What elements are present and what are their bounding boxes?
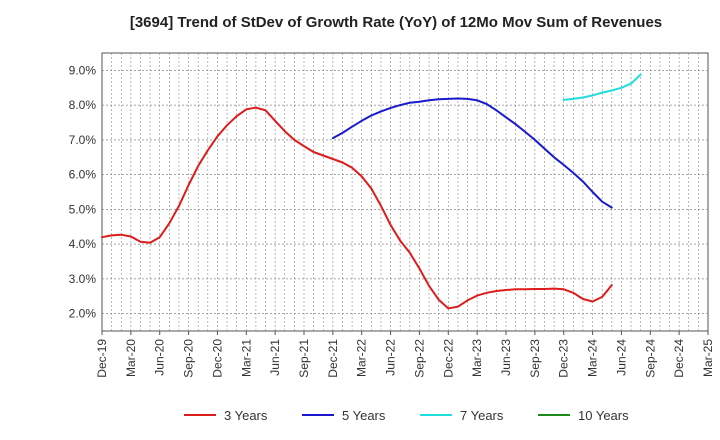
y-tick-label: 5.0% xyxy=(69,202,97,216)
chart-title: [3694] Trend of StDev of Growth Rate (Yo… xyxy=(130,14,662,31)
x-tick-label: Mar-23 xyxy=(470,339,484,377)
y-tick-label: 3.0% xyxy=(69,272,97,286)
x-tick-label: Sep-23 xyxy=(528,339,542,378)
x-tick-label: Sep-21 xyxy=(297,339,311,378)
series-line-7-years xyxy=(562,73,642,101)
series-line-3-years xyxy=(101,106,613,310)
y-tick-label: 2.0% xyxy=(69,307,97,321)
x-tick-label: Jun-23 xyxy=(499,339,513,376)
x-tick-label: Jun-20 xyxy=(153,339,167,376)
x-tick-label: Sep-22 xyxy=(412,339,426,378)
x-tick-label: Sep-24 xyxy=(643,339,657,378)
y-axis-ticks: 2.0% 3.0% 4.0% 5.0% 6.0% 7.0% 8.0% 9.0% xyxy=(69,63,97,320)
y-tick-label: 9.0% xyxy=(69,63,97,77)
x-tick-label: Jun-24 xyxy=(614,339,628,376)
grid-lines xyxy=(102,53,708,331)
x-tick-label: Dec-24 xyxy=(672,339,686,378)
x-tick-label: Dec-23 xyxy=(557,339,571,378)
y-tick-label: 8.0% xyxy=(69,98,97,112)
x-tick-label: Sep-20 xyxy=(182,339,196,378)
x-tick-label: Dec-22 xyxy=(441,339,455,378)
x-tick-label: Mar-24 xyxy=(586,339,600,377)
series-lines xyxy=(101,73,642,310)
legend: 3 Years 5 Years 7 Years 10 Years xyxy=(184,408,629,423)
x-tick-label: Mar-25 xyxy=(701,339,715,377)
plot-area xyxy=(101,52,709,332)
legend-label: 5 Years xyxy=(342,408,386,423)
series-line-5-years xyxy=(331,97,613,209)
legend-label: 3 Years xyxy=(224,408,268,423)
x-tick-label: Jun-22 xyxy=(384,339,398,376)
x-tick-label: Mar-22 xyxy=(355,339,369,377)
legend-label: 7 Years xyxy=(460,408,504,423)
y-tick-label: 6.0% xyxy=(69,168,97,182)
y-tick-label: 7.0% xyxy=(69,133,97,147)
x-tick-label: Jun-21 xyxy=(268,339,282,376)
legend-label: 10 Years xyxy=(578,408,629,423)
x-tick-label: Dec-20 xyxy=(210,339,224,378)
x-axis-ticks: Dec-19 Mar-20 Jun-20 Sep-20 Dec-20 Mar-21 Jun-… xyxy=(95,331,715,378)
y-tick-label: 4.0% xyxy=(69,237,97,251)
x-tick-label: Mar-21 xyxy=(239,339,253,377)
x-tick-label: Mar-20 xyxy=(124,339,138,377)
x-tick-label: Dec-21 xyxy=(326,339,340,378)
x-tick-label: Dec-19 xyxy=(95,339,109,378)
